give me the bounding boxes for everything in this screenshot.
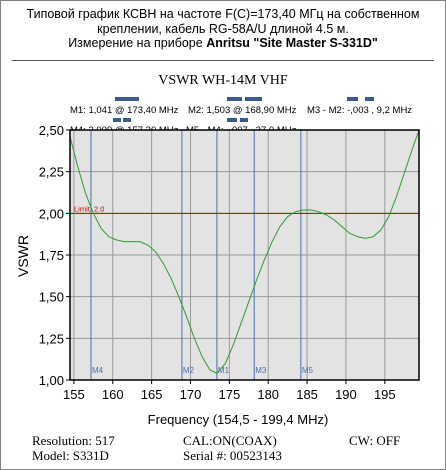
- readout-bars: [113, 97, 374, 122]
- readout-bar: [227, 118, 237, 122]
- x-axis-label: Frequency (154,5 - 199,4 MHz): [148, 412, 329, 427]
- footer-model: Model: S331D: [32, 448, 109, 463]
- readout-bar: [347, 97, 358, 101]
- chart-title: VSWR WH-14M VHF: [158, 73, 288, 88]
- x-tick-label: 185: [296, 387, 318, 402]
- x-tick-label: 190: [335, 387, 357, 402]
- x-tick-label: 155: [63, 387, 85, 402]
- readout-bar: [240, 118, 248, 122]
- y-tick-label: 2,00: [39, 206, 64, 221]
- y-tick-label: 1,00: [39, 373, 64, 388]
- x-tick-label: 180: [257, 387, 279, 402]
- x-tick-label: 160: [102, 387, 124, 402]
- marker-readout: M3 - M2: -,003 , 9,2 MHz: [307, 105, 412, 116]
- caption-line-1: Типовой график КСВН на частоте F(C)=173,…: [26, 7, 420, 21]
- x-tick-label: 175: [218, 387, 240, 402]
- footer-serial: Serial #: 00523143: [183, 448, 282, 463]
- readout-bar: [113, 118, 121, 122]
- marker-lines: M1 M2 M3 M4 M5: [90, 130, 314, 380]
- limit-line: Limit: 2.0: [70, 204, 419, 214]
- marker-readout: M2: 1,503 @ 168,90 MHz: [188, 105, 297, 116]
- marker-label-m4: M4: [92, 366, 104, 375]
- vswr-trace-line: [69, 129, 420, 374]
- marker-label-m3: M3: [255, 366, 267, 375]
- y-tick-label: 2,25: [39, 165, 64, 180]
- y-axis-label: VSWR: [15, 235, 31, 277]
- limit-label: Limit: 2.0: [74, 204, 104, 213]
- footer-resolution: Resolution: 517: [32, 433, 115, 448]
- caption-line-3-prefix: Измерение на приборе: [68, 36, 207, 50]
- marker-label-m5: M5: [302, 366, 314, 375]
- marker-label-m2: M2: [183, 366, 195, 375]
- y-axis-ticks: 1,00 1,25 1,50 1,75 2,00 2,25 2,50: [39, 123, 70, 388]
- readout-bar: [227, 97, 242, 101]
- footer-cw: CW: OFF: [349, 433, 401, 448]
- y-tick-label: 1,50: [39, 290, 64, 305]
- x-tick-label: 195: [374, 387, 396, 402]
- readout-bar: [123, 118, 131, 122]
- x-tick-label: 170: [180, 387, 202, 402]
- readout-bar: [245, 97, 262, 101]
- x-axis-ticks: 155 160 165 170 175 180 185 190 195: [63, 380, 396, 402]
- chart-caption: Типовой график КСВН на частоте F(C)=173,…: [0, 7, 446, 51]
- caption-instrument: Anritsu "Site Master S-331D": [206, 36, 378, 50]
- marker-readout: M1: 1,041 @ 173,40 MHz: [70, 105, 179, 116]
- caption-divider: [12, 60, 434, 61]
- x-tick-label: 165: [141, 387, 163, 402]
- y-tick-label: 1,75: [39, 248, 64, 263]
- marker-label-m1: M1: [218, 366, 230, 375]
- caption-line-3: Измерение на приборе Anritsu "Site Maste…: [0, 36, 446, 51]
- y-tick-label: 1,25: [39, 331, 64, 346]
- footer-cal: CAL:ON(COAX): [183, 433, 277, 448]
- readout-bar: [115, 97, 139, 101]
- y-tick-label: 2,50: [39, 123, 64, 138]
- caption-line-2: креплении, кабель RG-58A/U длиной 4.5 м.: [97, 21, 349, 36]
- readout-bar: [365, 97, 374, 101]
